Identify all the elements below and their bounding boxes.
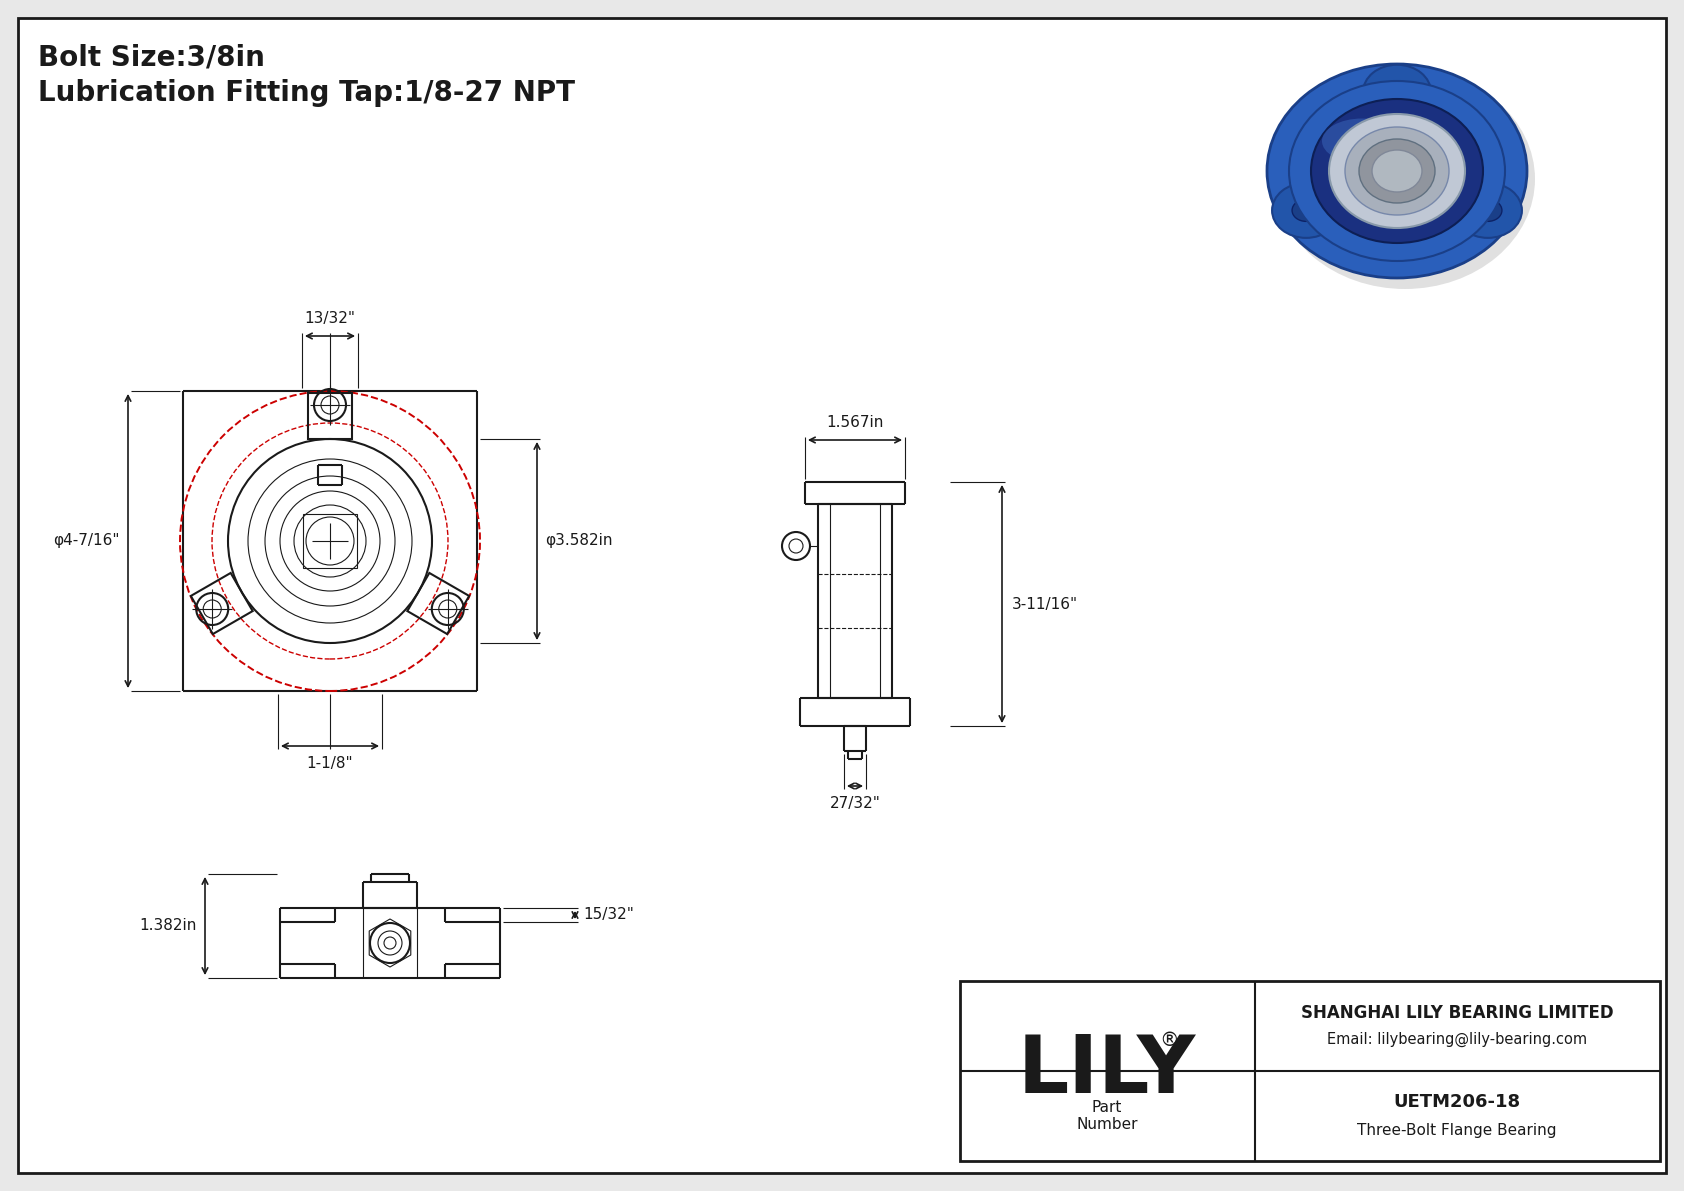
Ellipse shape (1474, 199, 1502, 222)
Ellipse shape (1362, 64, 1431, 120)
Text: SHANGHAI LILY BEARING LIMITED: SHANGHAI LILY BEARING LIMITED (1300, 1004, 1613, 1022)
Text: 15/32": 15/32" (583, 908, 633, 923)
Text: 1.382in: 1.382in (140, 918, 197, 934)
Ellipse shape (1372, 150, 1421, 192)
Text: 1-1/8": 1-1/8" (306, 756, 354, 771)
Ellipse shape (1271, 183, 1340, 238)
Ellipse shape (1383, 81, 1411, 104)
Text: 13/32": 13/32" (305, 311, 355, 326)
Text: Bolt Size:3/8in: Bolt Size:3/8in (39, 43, 264, 71)
Ellipse shape (1275, 69, 1536, 289)
Text: 1.567in: 1.567in (827, 414, 884, 430)
Text: Lubrication Fitting Tap:1/8-27 NPT: Lubrication Fitting Tap:1/8-27 NPT (39, 79, 574, 107)
Text: Email: lilybearing@lily-bearing.com: Email: lilybearing@lily-bearing.com (1327, 1031, 1586, 1047)
Bar (960, 981, 1660, 1161)
Text: LILY: LILY (1017, 1031, 1196, 1110)
Ellipse shape (1312, 99, 1484, 243)
Ellipse shape (1329, 114, 1465, 227)
Text: 3-11/16": 3-11/16" (1012, 597, 1078, 611)
Ellipse shape (1292, 199, 1320, 222)
Ellipse shape (1288, 81, 1505, 261)
Ellipse shape (1322, 118, 1403, 163)
Ellipse shape (1359, 139, 1435, 202)
Text: ®: ® (1159, 1031, 1179, 1050)
Text: Part
Number: Part Number (1076, 1099, 1138, 1133)
Text: Three-Bolt Flange Bearing: Three-Bolt Flange Bearing (1357, 1122, 1556, 1137)
Ellipse shape (1453, 183, 1522, 238)
Text: φ4-7/16": φ4-7/16" (54, 534, 120, 549)
Ellipse shape (1266, 64, 1527, 278)
Ellipse shape (1346, 127, 1448, 216)
Bar (1191, 40, 1645, 322)
Text: 27/32": 27/32" (830, 796, 881, 811)
Text: φ3.582in: φ3.582in (546, 534, 613, 549)
Text: UETM206-18: UETM206-18 (1393, 1093, 1521, 1111)
